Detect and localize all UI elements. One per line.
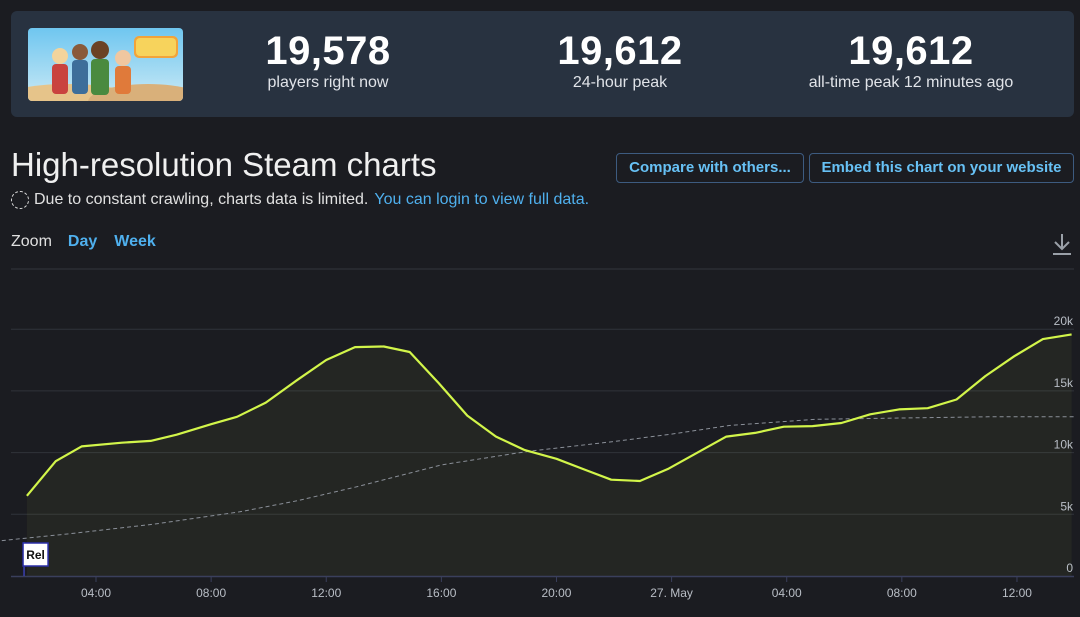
compare-button[interactable]: Compare with others...	[616, 153, 804, 183]
all-time-peak-label: all-time peak 12 minutes ago	[808, 74, 1014, 91]
release-flag[interactable]: Rel	[22, 542, 49, 576]
chart-grid	[11, 328, 1074, 515]
x-tick-label: 08:00	[196, 586, 226, 600]
peak-24h-label: 24-hour peak	[572, 74, 668, 91]
peak-24h-value: 19,612	[557, 29, 683, 73]
x-tick-label: 16:00	[426, 586, 456, 600]
zoom-label: Zoom	[11, 233, 52, 250]
players-line	[26, 333, 1072, 497]
x-tick-label: 20:00	[541, 586, 571, 600]
flag-box[interactable]	[22, 542, 49, 567]
loading-spinner-icon	[11, 191, 29, 209]
stat-current-players: 19,578 players right now	[239, 29, 417, 93]
data-limit-notice: Due to constant crawling, charts data is…	[11, 191, 589, 209]
y-axis-ticks: 0 5k 10k 15k 20k	[1054, 314, 1074, 575]
zoom-day-button[interactable]: Day	[67, 233, 98, 250]
stat-24h-peak: 19,612 24-hour peak	[530, 29, 710, 93]
game-thumbnail-art	[28, 28, 183, 101]
y-tick-label: 10k	[1054, 438, 1074, 452]
x-tick-label: 04:00	[772, 586, 802, 600]
zoom-bar: Zoom Day Week	[11, 233, 173, 251]
stats-bar: 19,578 players right now 19,612 24-hour …	[11, 11, 1074, 117]
flag-label: Rel	[26, 548, 45, 562]
x-tick-label: 04:00	[81, 586, 111, 600]
login-link[interactable]: You can login to view full data.	[374, 191, 590, 208]
y-tick-label: 15k	[1054, 376, 1074, 390]
current-players-label: players right now	[267, 74, 389, 91]
notice-text: Due to constant crawling, charts data is…	[34, 191, 369, 208]
zoom-week-button[interactable]: Week	[114, 233, 156, 250]
current-players-value: 19,578	[265, 29, 391, 73]
stat-all-time-peak: 19,612 all-time peak 12 minutes ago	[790, 29, 1032, 93]
page-title: High-resolution Steam charts	[11, 146, 437, 183]
player-chart: 0 5k 10k 15k 20k 04:00 08:00 12:00 16:00 20:00 27…	[0, 268, 1075, 600]
players-area	[26, 334, 1072, 576]
download-icon[interactable]	[1050, 231, 1074, 262]
x-tick-label: 27. May	[650, 586, 693, 600]
x-axis-ticks: 04:00 08:00 12:00 16:00 20:00 27. May 04:00 08:…	[81, 577, 1032, 600]
y-tick-label: 5k	[1060, 499, 1074, 513]
y-tick-label: 0	[1066, 561, 1073, 575]
embed-chart-button[interactable]: Embed this chart on your website	[809, 153, 1074, 183]
y-tick-label: 20k	[1054, 314, 1074, 328]
all-time-peak-value: 19,612	[848, 29, 974, 73]
x-tick-label: 12:00	[1002, 586, 1032, 600]
x-tick-label: 08:00	[887, 586, 917, 600]
game-thumbnail[interactable]	[28, 28, 183, 101]
x-tick-label: 12:00	[311, 586, 341, 600]
